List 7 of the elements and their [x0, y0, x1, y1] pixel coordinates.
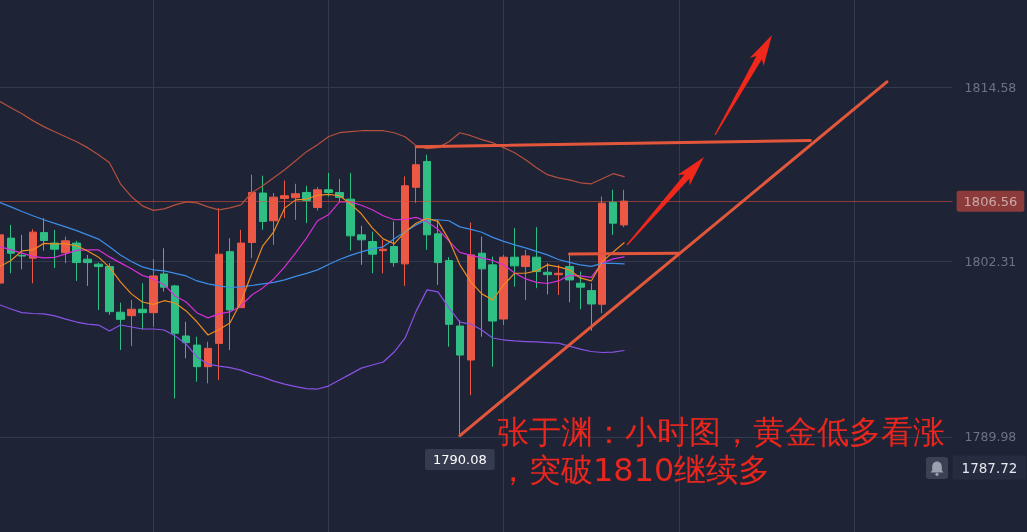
y-tick-label: 1814.58 — [964, 79, 1017, 95]
annotation: 张于渊：小时图，黄金低多看涨，突破1810继续多 — [497, 413, 945, 489]
ref-line-label: 1806.56 — [963, 193, 1018, 209]
text: 1787.72 — [961, 459, 1018, 476]
y-tick-label: 1802.31 — [964, 254, 1017, 270]
y-tick-label: 1789.98 — [964, 429, 1017, 445]
annotation: 1790.08 — [432, 452, 487, 468]
